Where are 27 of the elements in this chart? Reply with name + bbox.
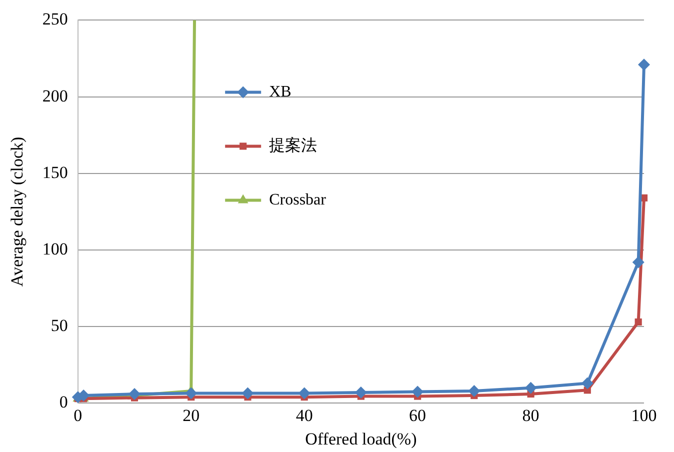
- x-tick-label: 20: [182, 406, 200, 425]
- y-axis-title: Average delay (clock): [8, 136, 27, 287]
- legend-label: 提案法: [269, 136, 318, 154]
- point: [412, 386, 424, 398]
- point: [638, 58, 650, 71]
- y-tick-label: 150: [42, 162, 68, 182]
- x-tick-label: 100: [631, 406, 657, 425]
- x-tick-label: 80: [522, 406, 540, 425]
- point: [354, 386, 367, 398]
- x-tick-label: 40: [296, 406, 313, 425]
- point: [468, 384, 480, 397]
- y-tick-label: 200: [42, 86, 68, 106]
- y-tick-label: 0: [59, 392, 68, 412]
- point: [634, 318, 642, 326]
- legend-label: Crossbar: [269, 191, 327, 208]
- point: [581, 377, 594, 390]
- y-tick-label: 250: [42, 10, 68, 29]
- x-tick-label: 60: [409, 406, 426, 425]
- x-axis-title: Offered load(%): [305, 429, 417, 448]
- y-tick-label: 100: [42, 239, 68, 258]
- point: [298, 387, 310, 400]
- point: [632, 256, 644, 268]
- x-tick-label: 0: [74, 406, 82, 425]
- legend-label: XB: [269, 83, 292, 100]
- y-tick-label: 50: [50, 316, 68, 336]
- point: [524, 382, 537, 394]
- point: [242, 387, 254, 400]
